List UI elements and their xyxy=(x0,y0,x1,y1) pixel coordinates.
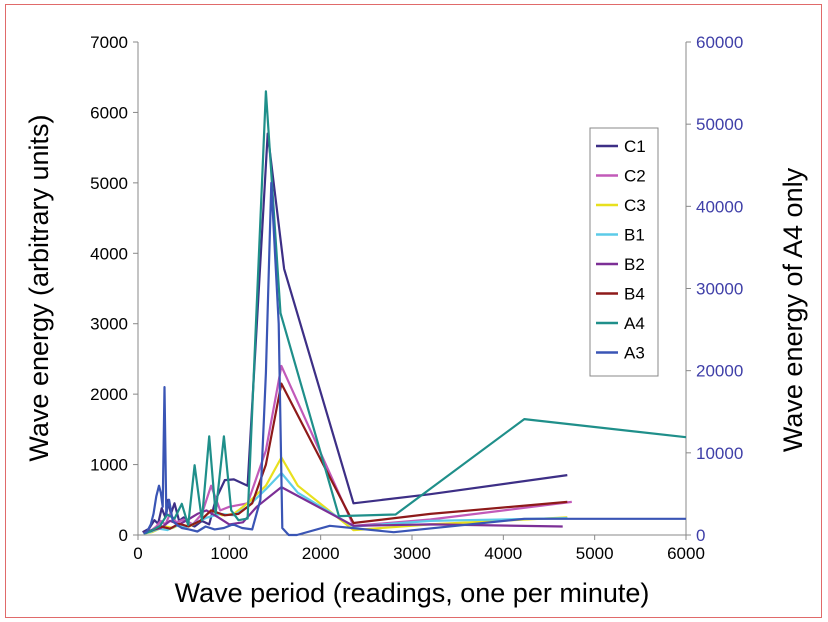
x-axis-title: Wave period (readings, one per minute) xyxy=(175,578,650,608)
y-axis-title: Wave energy (arbitrary units) xyxy=(24,114,54,461)
series-line-b2 xyxy=(143,486,563,534)
y2-axis-title: Wave energy of A4 only xyxy=(778,167,808,452)
y-tick-label: 5000 xyxy=(90,174,128,193)
legend-label-c1: C1 xyxy=(624,137,646,156)
x-tick-label: 1000 xyxy=(210,544,248,563)
legend: C1 C2 C3 B1 B2 B4 A4 A3 xyxy=(589,127,659,377)
y2-tick-label: 0 xyxy=(696,526,705,545)
legend-label-c2: C2 xyxy=(624,167,646,186)
legend-label-c3: C3 xyxy=(624,196,646,215)
legend-box xyxy=(589,127,659,377)
legend-label-a4: A4 xyxy=(624,314,645,333)
legend-label-b2: B2 xyxy=(624,255,645,274)
series-line-a3 xyxy=(142,181,686,537)
y2-tick-label: 20000 xyxy=(696,362,743,381)
x-tick-label: 5000 xyxy=(576,544,614,563)
legend-label-b4: B4 xyxy=(624,285,645,304)
legend-label-b1: B1 xyxy=(624,226,645,245)
x-tick-label: 4000 xyxy=(484,544,522,563)
series-lines xyxy=(142,90,687,537)
x-tick-label: 3000 xyxy=(393,544,431,563)
y-tick-label: 7000 xyxy=(90,33,128,52)
series-line-b4 xyxy=(143,382,568,534)
y-tick-label: 6000 xyxy=(90,103,128,122)
tick-labels: 0 1000 2000 3000 4000 5000 6000010002000300040… xyxy=(90,33,743,563)
y-tick-label: 0 xyxy=(119,526,128,545)
legend-label-a3: A3 xyxy=(624,344,645,363)
y2-tick-label: 40000 xyxy=(696,197,743,216)
y2-tick-label: 50000 xyxy=(696,115,743,134)
y-tick-label: 1000 xyxy=(90,456,128,475)
x-tick-label: 2000 xyxy=(302,544,340,563)
y-tick-label: 2000 xyxy=(90,385,128,404)
y-tick-label: 4000 xyxy=(90,244,128,263)
x-tick-label: 6000 xyxy=(667,544,705,563)
x-tick-label: 0 xyxy=(133,544,142,563)
y-tick-label: 3000 xyxy=(90,315,128,334)
series-line-a4 xyxy=(144,90,687,535)
y2-tick-label: 60000 xyxy=(696,33,743,52)
y2-tick-label: 10000 xyxy=(696,444,743,463)
y2-tick-label: 30000 xyxy=(696,280,743,299)
